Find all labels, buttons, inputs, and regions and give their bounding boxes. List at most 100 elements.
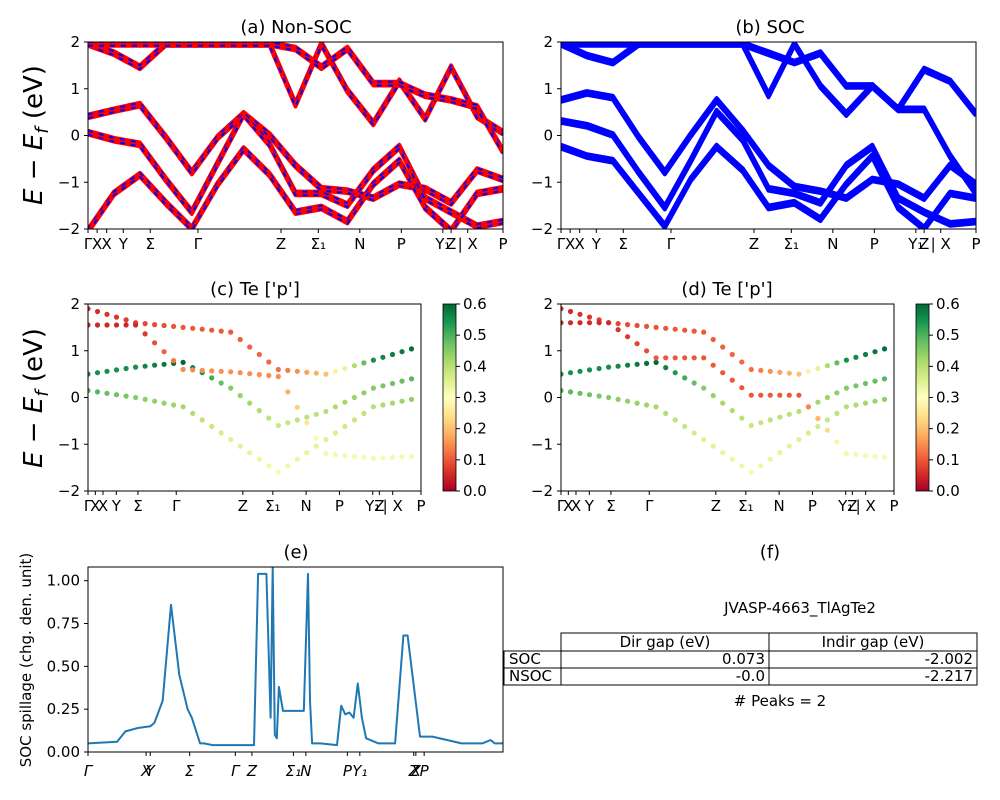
data-point: [720, 344, 726, 350]
y-tick-label: 0.00: [47, 743, 80, 761]
data-point: [634, 400, 640, 406]
data-point: [209, 368, 215, 374]
data-point: [853, 354, 859, 360]
data-point: [606, 320, 612, 326]
data-point: [313, 411, 319, 417]
panel-c-plot: [88, 306, 415, 475]
band-line: [88, 114, 503, 229]
x-tick-label: Z: [711, 497, 721, 515]
data-point: [209, 423, 215, 430]
data-point: [342, 399, 348, 405]
panel-b-frame: [560, 41, 977, 230]
x-tick-label: N: [300, 497, 311, 515]
y-tick-label: 0: [70, 127, 80, 145]
x-tick-label: X: [571, 497, 581, 515]
data-point: [691, 380, 697, 386]
data-point: [596, 393, 602, 399]
data-point: [161, 400, 167, 406]
table-cell: -2.217: [925, 667, 973, 685]
data-point: [567, 389, 574, 395]
band-line: [561, 142, 976, 229]
data-point: [625, 398, 631, 404]
data-point: [653, 404, 659, 410]
table-cell: -0.0: [736, 667, 765, 685]
x-tick-label: Y₁: [364, 497, 380, 515]
panel-d-colorbar: [915, 303, 930, 492]
data-point: [123, 393, 129, 399]
data-point: [152, 362, 158, 368]
panel-e-xaxis: Γ XY Σ Γ Z Σ₁ N P Y₁ ZXP: [84, 752, 430, 780]
band-line: [88, 101, 503, 202]
data-point: [313, 443, 319, 449]
data-point: [199, 326, 205, 332]
data-point: [113, 367, 120, 373]
data-point: [663, 365, 669, 371]
data-point: [786, 370, 792, 376]
x-tick-label: Y₁: [837, 497, 853, 515]
data-point: [777, 369, 783, 375]
data-point: [380, 354, 386, 360]
data-point: [853, 383, 859, 389]
data-point: [370, 455, 376, 461]
panel-f: (f) JVASP-4663_TlAgTe2 Dir gap (eV) Indi…: [503, 542, 978, 710]
x-tick-label: | X: [931, 235, 951, 253]
panel-d-points: [561, 306, 888, 475]
data-point: [180, 404, 186, 410]
x-tick-label: N: [300, 762, 311, 780]
data-point: [218, 380, 224, 386]
x-tick-label: Z: [246, 762, 258, 780]
data-point: [834, 390, 840, 396]
panel-e-line: [88, 567, 503, 747]
data-point: [577, 320, 583, 326]
y-tick-label: 2: [70, 295, 80, 313]
data-point: [872, 398, 878, 404]
x-tick-label: P: [889, 497, 898, 515]
y-tick-label: 0: [543, 389, 553, 407]
panel-a-bands: [88, 42, 503, 229]
y-tick-label: 1: [70, 342, 80, 360]
data-point: [237, 393, 243, 399]
data-point: [843, 385, 849, 391]
data-point: [634, 341, 640, 347]
data-point: [653, 359, 659, 365]
data-point: [586, 314, 593, 320]
colorbar-tick-label: 0.0: [463, 482, 487, 500]
data-point: [729, 408, 735, 414]
data-point: [389, 400, 396, 406]
panel-b-bands: [561, 42, 976, 229]
data-point: [824, 427, 830, 433]
colorbar-tick-label: 0.4: [936, 357, 960, 375]
panel-c-colorbar: [442, 303, 457, 492]
x-tick-label: Z: [374, 497, 384, 515]
data-point: [767, 368, 773, 374]
y-tick-label: 1: [543, 80, 553, 98]
data-point: [691, 355, 697, 361]
data-point: [872, 453, 878, 459]
x-tick-label: X: [92, 235, 102, 253]
data-point: [567, 320, 574, 326]
y-tick-label: 1: [70, 80, 80, 98]
band-line: [561, 43, 976, 197]
data-point: [663, 325, 669, 331]
panel-c-colorbar-ticks: 0.0 0.1 0.2 0.3 0.4 0.5 0.6: [456, 295, 487, 500]
data-point: [682, 423, 688, 430]
x-tick-label: X: [98, 497, 108, 515]
table-cell: 0.073: [722, 650, 765, 668]
data-point: [266, 415, 272, 421]
y-tick-label: 2: [543, 295, 553, 313]
data-point: [796, 408, 802, 415]
data-point: [561, 320, 564, 326]
data-point: [843, 357, 849, 363]
data-point: [748, 392, 754, 398]
data-point: [748, 366, 754, 373]
data-point: [323, 408, 329, 415]
data-point: [748, 422, 754, 429]
data-point: [161, 349, 167, 355]
data-point: [285, 367, 291, 373]
table-row-label: SOC: [509, 650, 541, 668]
data-point: [199, 367, 205, 373]
data-point: [88, 322, 91, 328]
